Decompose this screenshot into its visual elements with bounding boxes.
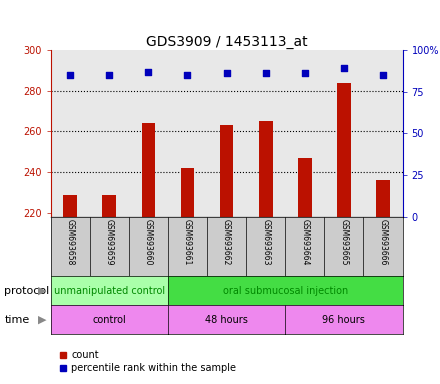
Point: [341, 65, 348, 71]
Legend: count, percentile rank within the sample: count, percentile rank within the sample: [55, 346, 240, 377]
Text: control: control: [92, 314, 126, 325]
Point: [184, 72, 191, 78]
Text: GSM693666: GSM693666: [378, 219, 388, 265]
Text: GSM693664: GSM693664: [301, 219, 309, 265]
Bar: [259, 121, 272, 217]
Bar: [376, 180, 390, 217]
Text: GSM693662: GSM693662: [222, 219, 231, 265]
Bar: [337, 83, 351, 217]
Bar: [63, 195, 77, 217]
Point: [66, 72, 73, 78]
Bar: [298, 158, 312, 217]
Point: [380, 72, 387, 78]
Title: GDS3909 / 1453113_at: GDS3909 / 1453113_at: [146, 35, 308, 49]
Text: GSM693659: GSM693659: [105, 219, 114, 265]
Point: [301, 70, 308, 76]
Point: [106, 72, 113, 78]
Bar: [181, 168, 194, 217]
Bar: [142, 123, 155, 217]
Bar: [103, 195, 116, 217]
Text: GSM693665: GSM693665: [339, 219, 348, 265]
Text: GSM693658: GSM693658: [66, 219, 75, 265]
Text: protocol: protocol: [4, 286, 50, 296]
Point: [145, 69, 152, 75]
Text: GSM693663: GSM693663: [261, 219, 270, 265]
Text: ▶: ▶: [37, 286, 46, 296]
Bar: [220, 125, 234, 217]
Point: [262, 70, 269, 76]
Text: ▶: ▶: [37, 314, 46, 325]
Text: unmanipulated control: unmanipulated control: [54, 286, 165, 296]
Text: GSM693661: GSM693661: [183, 219, 192, 265]
Text: time: time: [4, 314, 29, 325]
Text: 48 hours: 48 hours: [205, 314, 248, 325]
Text: 96 hours: 96 hours: [323, 314, 365, 325]
Text: oral submucosal injection: oral submucosal injection: [223, 286, 348, 296]
Point: [223, 70, 230, 76]
Text: GSM693660: GSM693660: [144, 219, 153, 265]
